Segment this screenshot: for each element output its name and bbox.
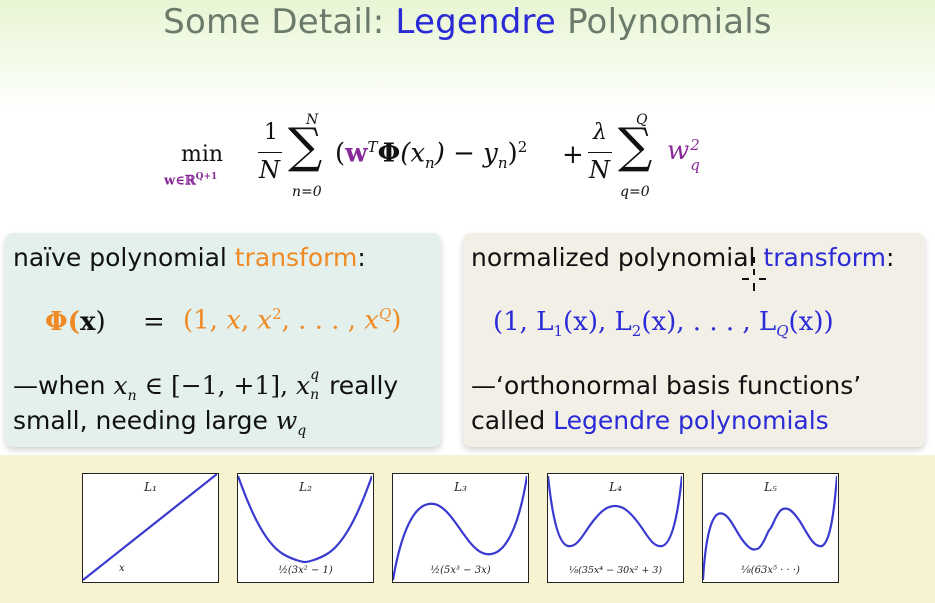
normalized-heading: normalized polynomial transform: bbox=[471, 243, 895, 272]
min-subscript: w∈ℝQ+1 bbox=[164, 172, 218, 189]
curve-legendre-2 bbox=[238, 475, 372, 564]
curve-legendre-5 bbox=[703, 475, 837, 581]
sum1-bottom: n=0 bbox=[292, 184, 322, 200]
curve-legendre-1 bbox=[83, 474, 217, 581]
regularized-objective-formula: min w∈ℝQ+1 1 N N ∑ n=0 (wTΦ(xn) − yn)2 +… bbox=[0, 112, 935, 212]
curve-legendre-3 bbox=[393, 475, 527, 581]
plot-title: L₅ bbox=[764, 480, 777, 494]
plot-title: L₃ bbox=[454, 480, 467, 494]
plot-formula: ⅛(35x⁴ − 30x² + 3) bbox=[568, 565, 663, 576]
normalized-transform-panel: normalized polynomial transform: (1, L1(… bbox=[463, 233, 925, 447]
plot-title: L₂ bbox=[299, 480, 312, 494]
frac2-bar bbox=[588, 152, 612, 153]
plot-title: L₁ bbox=[144, 480, 157, 494]
plot-formula: ½(3x² − 1) bbox=[278, 565, 333, 576]
plot-title: L₄ bbox=[609, 480, 622, 494]
plot-legendre-2: L₂ ½(3x² − 1) bbox=[237, 473, 374, 583]
normalized-note-line2: called Legendre polynomials bbox=[471, 406, 829, 435]
sum1-sigma: ∑ bbox=[288, 118, 323, 174]
title-suffix: Polynomials bbox=[556, 2, 772, 42]
plot-legendre-1: L₁ x bbox=[82, 473, 219, 583]
slide-title: Some Detail: Legendre Polynomials bbox=[0, 2, 935, 42]
frac1-denominator: N bbox=[259, 156, 280, 184]
normalized-note-line1: —‘orthonormal basis functions’ bbox=[471, 371, 862, 400]
frac1-numerator: 1 bbox=[264, 120, 278, 145]
loss-term: (wTΦ(xn) − yn)2 bbox=[335, 138, 528, 172]
legendre-vector: (1, L1(x), L2(x), . . . , LQ(x)) bbox=[493, 307, 834, 341]
title-accent: Legendre bbox=[395, 2, 557, 42]
plot-legendre-4: L₄ ⅛(35x⁴ − 30x² + 3) bbox=[547, 473, 684, 583]
frac2-numerator: λ bbox=[593, 120, 607, 145]
title-band bbox=[0, 0, 935, 110]
sum2-bottom: q=0 bbox=[620, 184, 650, 200]
plot-formula: x bbox=[119, 563, 125, 574]
naive-vector: (1, x, x2, . . . , xQ) bbox=[183, 305, 402, 336]
curve-legendre-4 bbox=[548, 475, 682, 548]
sum2-sigma: ∑ bbox=[618, 118, 653, 174]
crosshair-cursor-icon bbox=[742, 257, 766, 291]
naive-note-line2: small, needing large wq bbox=[13, 406, 307, 439]
frac2-denominator: N bbox=[589, 156, 610, 184]
title-prefix: Some Detail: bbox=[163, 2, 396, 42]
min-operator: min bbox=[181, 142, 224, 167]
plot-formula: ½(5x³ − 3x) bbox=[430, 565, 491, 576]
naive-heading: naïve polynomial transform: bbox=[13, 243, 366, 272]
sum2-top: Q bbox=[636, 112, 648, 128]
naive-phi-label: Φ(x) bbox=[45, 307, 106, 337]
naive-transform-panel: naïve polynomial transform: Φ(x) = (1, x… bbox=[5, 233, 441, 447]
naive-equals: = bbox=[143, 307, 165, 337]
sum1-top: N bbox=[306, 112, 319, 128]
plot-formula: ⅛(63x⁵ · · ·) bbox=[741, 565, 800, 576]
plus-sign: + bbox=[562, 140, 584, 170]
plot-legendre-3: L₃ ½(5x³ − 3x) bbox=[392, 473, 529, 583]
plot-legendre-5: L₅ ⅛(63x⁵ · · ·) bbox=[702, 473, 839, 583]
frac1-bar bbox=[258, 152, 282, 153]
